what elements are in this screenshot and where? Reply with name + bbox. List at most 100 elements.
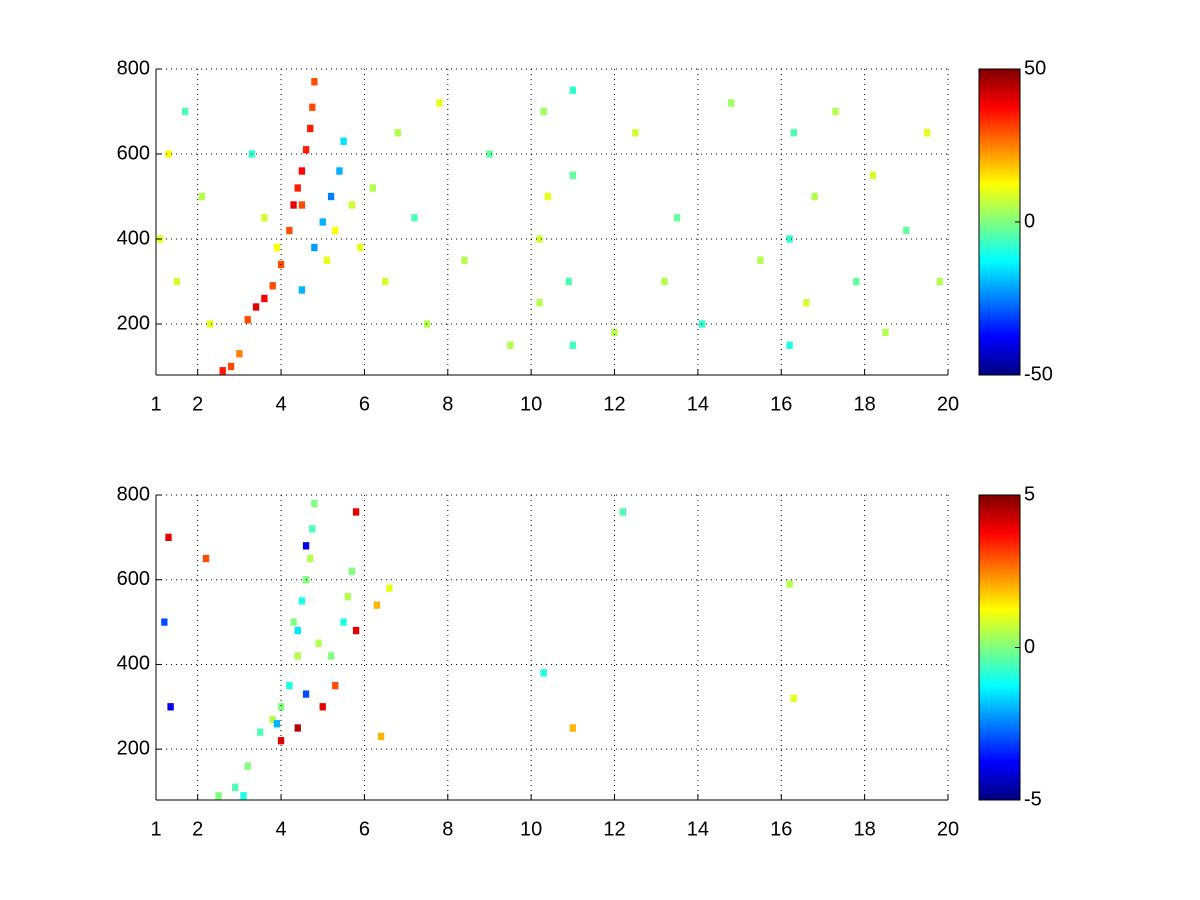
cell xyxy=(757,256,764,264)
cell xyxy=(544,192,551,201)
x-tick-label: 8 xyxy=(442,818,453,840)
colorbar xyxy=(978,68,1021,376)
x-tick-label: 2 xyxy=(192,818,203,840)
x-tick-label: 20 xyxy=(937,393,959,415)
cell xyxy=(298,286,306,294)
cell xyxy=(786,235,793,243)
cell xyxy=(215,792,222,800)
cell xyxy=(536,235,543,243)
cell xyxy=(348,201,356,209)
x-tick-label: 12 xyxy=(603,818,625,840)
cell xyxy=(786,580,793,588)
x-tick-label: 12 xyxy=(603,393,625,415)
x-tick-label: 14 xyxy=(687,393,709,415)
y-tick-label: 600 xyxy=(117,568,150,590)
x-tick-label: 6 xyxy=(359,818,370,840)
cell xyxy=(232,783,239,791)
cell xyxy=(540,669,547,677)
cell xyxy=(257,728,264,736)
cell xyxy=(307,554,314,563)
cell xyxy=(161,618,168,626)
x-tick-label: 18 xyxy=(854,393,876,415)
cell xyxy=(290,618,297,626)
cell xyxy=(311,243,318,252)
colorbar-tick-label: 5 xyxy=(1024,483,1035,505)
cell xyxy=(569,341,577,349)
cell xyxy=(269,282,276,290)
cell xyxy=(327,652,335,660)
x-tick-label: 1 xyxy=(150,393,161,415)
cell xyxy=(619,508,627,516)
cell xyxy=(294,652,301,660)
cell xyxy=(436,99,443,107)
cell xyxy=(507,341,514,349)
cell xyxy=(244,762,251,770)
cell xyxy=(165,533,172,542)
y-tick-label: 400 xyxy=(117,653,150,675)
x-tick-label: 16 xyxy=(770,393,792,415)
x-tick-label: 16 xyxy=(770,818,792,840)
cell xyxy=(319,218,326,226)
cell xyxy=(332,681,339,690)
cell xyxy=(219,367,226,375)
colorbar xyxy=(978,494,1021,801)
cell xyxy=(165,150,172,158)
cell xyxy=(352,508,360,516)
cell xyxy=(373,601,381,609)
cell xyxy=(352,626,360,635)
cell xyxy=(569,171,577,179)
cell xyxy=(344,593,351,601)
cell xyxy=(327,192,335,201)
cell xyxy=(332,226,339,235)
cell xyxy=(411,214,418,222)
cell xyxy=(311,78,318,86)
cell xyxy=(286,226,293,235)
cell xyxy=(698,320,706,328)
cell xyxy=(207,320,214,328)
cells xyxy=(161,499,797,800)
cell xyxy=(294,626,301,635)
x-tick-label: 10 xyxy=(520,818,542,840)
cell xyxy=(302,542,310,550)
cell xyxy=(298,167,306,175)
cell xyxy=(357,243,364,252)
cell xyxy=(173,277,181,286)
x-tick-label: 20 xyxy=(937,818,959,840)
x-tick-label: 4 xyxy=(275,818,286,840)
cell xyxy=(936,277,943,286)
x-tick-label: 14 xyxy=(687,818,709,840)
cell xyxy=(340,137,347,145)
colorbar-tick-label: 0 xyxy=(1024,210,1035,232)
cell xyxy=(869,171,877,179)
cell xyxy=(340,618,347,626)
cell xyxy=(277,703,285,711)
colorbar-tick-label: -50 xyxy=(1024,363,1053,385)
cell xyxy=(198,192,206,201)
cell xyxy=(565,277,572,286)
cell xyxy=(728,99,735,107)
cell xyxy=(307,124,314,133)
y-tick-label: 400 xyxy=(117,227,150,249)
cell xyxy=(569,724,577,732)
cell xyxy=(336,167,343,175)
cell xyxy=(182,107,189,116)
cell xyxy=(536,299,543,307)
cell xyxy=(569,86,577,94)
cell xyxy=(882,328,889,337)
cell xyxy=(302,146,310,154)
y-tick-label: 800 xyxy=(117,57,150,79)
cell xyxy=(286,681,293,690)
cell xyxy=(811,192,818,201)
y-tick-label: 200 xyxy=(117,737,150,759)
cell xyxy=(294,724,301,732)
y-tick-label: 600 xyxy=(117,142,150,164)
cell xyxy=(377,732,385,741)
cell xyxy=(853,277,860,286)
cell xyxy=(236,350,243,358)
cell xyxy=(261,214,268,222)
cell xyxy=(309,103,316,111)
cell xyxy=(461,256,468,264)
cell xyxy=(252,303,260,311)
cell xyxy=(382,277,389,286)
